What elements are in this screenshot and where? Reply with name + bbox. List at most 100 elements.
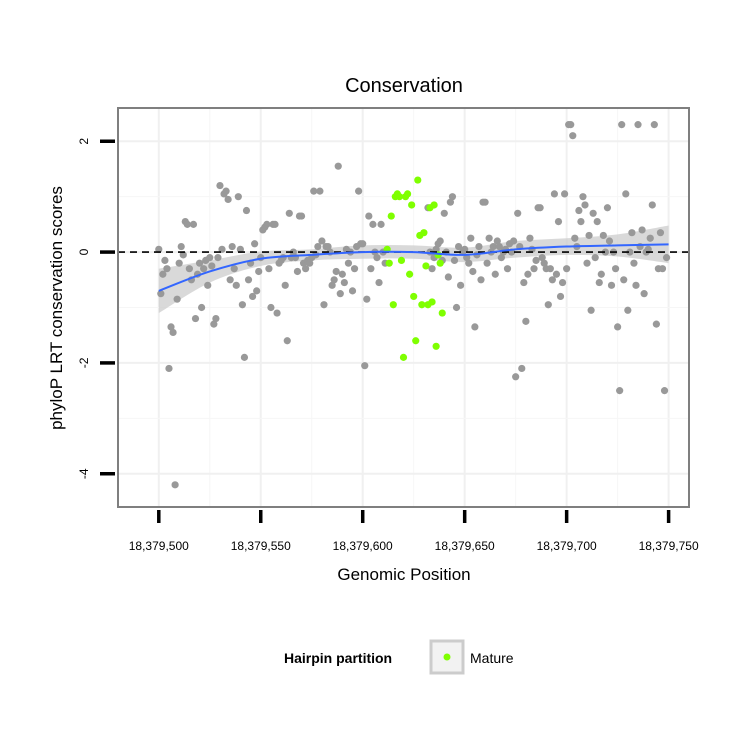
legend-title: Hairpin partition	[284, 650, 392, 666]
other-point	[640, 290, 648, 298]
other-point	[658, 265, 667, 273]
other-point	[444, 273, 452, 281]
mature-point	[436, 259, 444, 267]
chart-title: Conservation	[345, 75, 463, 97]
other-point	[581, 201, 589, 209]
other-point	[601, 248, 609, 256]
other-point	[579, 193, 587, 201]
other-point	[446, 198, 455, 206]
other-point	[336, 290, 344, 298]
other-point	[232, 281, 240, 289]
other-point	[210, 320, 218, 328]
other-point	[571, 234, 579, 242]
other-point	[538, 254, 546, 262]
other-point	[324, 242, 332, 251]
other-point	[497, 254, 505, 262]
mature-point	[428, 298, 436, 306]
y-tick-label: 0	[77, 248, 91, 255]
other-point	[175, 259, 183, 267]
other-point	[465, 259, 473, 267]
mature-point	[395, 193, 404, 201]
other-point	[165, 364, 173, 373]
other-point	[589, 209, 597, 217]
other-point	[605, 237, 614, 245]
x-tick-label: 18,379,650	[435, 539, 495, 553]
other-point	[157, 290, 165, 298]
other-point	[597, 270, 605, 278]
y-tick-label: 2	[77, 138, 91, 145]
other-point	[624, 306, 632, 314]
mature-point	[418, 301, 426, 309]
legend-key-mature-dot	[443, 653, 451, 661]
other-point	[198, 303, 206, 312]
other-point	[328, 281, 336, 289]
mature-point	[406, 270, 414, 278]
other-point	[530, 265, 538, 273]
y-axis: -4 -2 0 2	[77, 138, 115, 479]
other-point	[236, 245, 244, 253]
other-point	[644, 245, 652, 253]
other-point	[503, 265, 512, 273]
other-point	[522, 317, 530, 325]
mature-point	[399, 353, 408, 361]
other-point	[377, 220, 385, 228]
other-point	[302, 265, 310, 273]
other-point	[563, 265, 571, 273]
other-point	[293, 267, 302, 276]
other-point	[240, 353, 249, 361]
other-point	[626, 248, 634, 256]
other-point	[638, 226, 646, 234]
mature-point	[408, 201, 416, 209]
other-point	[454, 242, 463, 251]
other-point	[544, 301, 552, 309]
other-point	[285, 209, 293, 217]
other-point	[630, 259, 638, 267]
other-point	[306, 259, 314, 267]
other-point	[526, 234, 534, 242]
other-point	[200, 265, 208, 273]
other-point	[622, 190, 630, 198]
other-point	[167, 323, 175, 331]
other-point	[591, 254, 599, 262]
other-point	[652, 320, 660, 328]
other-point	[330, 276, 338, 284]
legend: Hairpin partition Mature	[284, 639, 514, 675]
other-point	[332, 267, 340, 276]
other-point	[228, 242, 236, 251]
other-point	[620, 276, 628, 284]
other-point	[271, 220, 279, 228]
other-point	[350, 265, 359, 273]
other-point	[440, 209, 448, 217]
other-point	[155, 245, 163, 253]
other-point	[628, 229, 636, 237]
other-point	[510, 237, 518, 245]
other-point	[179, 251, 187, 259]
other-point	[222, 187, 230, 195]
other-point	[218, 245, 226, 253]
other-point	[452, 303, 461, 312]
other-point	[457, 281, 465, 289]
other-point	[448, 193, 457, 201]
mature-point	[420, 229, 428, 237]
other-point	[662, 254, 671, 262]
other-point	[514, 209, 522, 217]
other-point	[206, 254, 214, 262]
other-point	[369, 220, 377, 228]
other-point	[214, 254, 222, 262]
other-point	[524, 270, 532, 278]
other-point	[159, 270, 167, 278]
other-point	[493, 237, 501, 245]
other-point	[320, 301, 328, 309]
other-point	[177, 242, 185, 251]
other-point	[603, 204, 612, 212]
x-tick-label: 18,379,600	[333, 539, 393, 553]
other-point	[587, 306, 595, 314]
other-point	[477, 276, 485, 284]
other-point	[244, 276, 253, 284]
other-point	[646, 234, 654, 242]
other-point	[248, 292, 257, 301]
mature-point	[387, 212, 395, 220]
other-point	[289, 248, 297, 256]
other-point	[611, 265, 620, 273]
mature-point	[422, 262, 430, 270]
